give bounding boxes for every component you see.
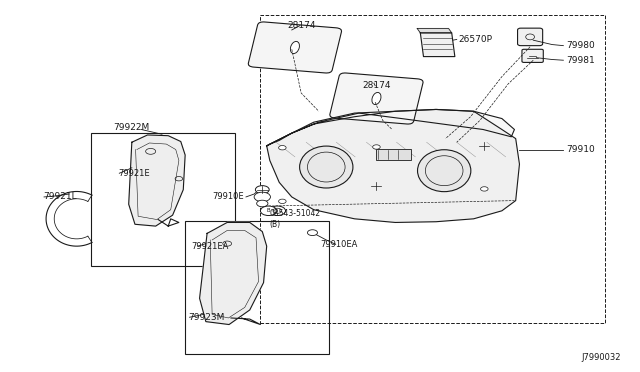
Text: 79910: 79910 [566,145,595,154]
Circle shape [481,187,488,191]
Circle shape [255,186,269,194]
Circle shape [278,199,286,203]
Text: 79923M: 79923M [188,314,225,323]
FancyBboxPatch shape [248,22,342,73]
Bar [376,149,411,160]
Text: 79981: 79981 [566,56,595,65]
Circle shape [254,192,271,202]
Ellipse shape [300,146,353,188]
Text: 08543-51042: 08543-51042 [270,209,321,218]
Text: B: B [267,208,270,213]
Ellipse shape [417,150,471,192]
Circle shape [278,145,286,150]
Text: 79921EA: 79921EA [191,242,228,251]
FancyBboxPatch shape [522,49,543,62]
FancyBboxPatch shape [518,28,543,46]
Bar [185,221,330,354]
Ellipse shape [372,92,381,105]
Circle shape [269,206,285,215]
Text: 79910E: 79910E [212,192,243,201]
Polygon shape [417,29,452,33]
Text: 79922M: 79922M [114,123,150,132]
Bar [260,15,605,323]
Polygon shape [200,222,267,324]
Text: 28174: 28174 [287,21,316,30]
Text: 79921L: 79921L [43,192,76,201]
Polygon shape [267,109,520,222]
Ellipse shape [291,41,300,54]
Polygon shape [267,109,515,146]
Text: 79910EA: 79910EA [320,240,358,249]
Text: 79980: 79980 [566,41,595,50]
Polygon shape [420,33,455,57]
Circle shape [260,206,276,215]
Circle shape [372,145,380,149]
Polygon shape [129,135,185,226]
Bar [91,133,236,266]
Text: 26570P: 26570P [458,35,492,44]
Circle shape [257,200,268,207]
Text: J7990032: J7990032 [582,353,621,362]
Text: (B): (B) [270,220,281,229]
Text: 28174: 28174 [362,81,390,90]
Circle shape [307,230,317,235]
Text: 79921E: 79921E [118,169,150,178]
FancyBboxPatch shape [330,73,423,124]
